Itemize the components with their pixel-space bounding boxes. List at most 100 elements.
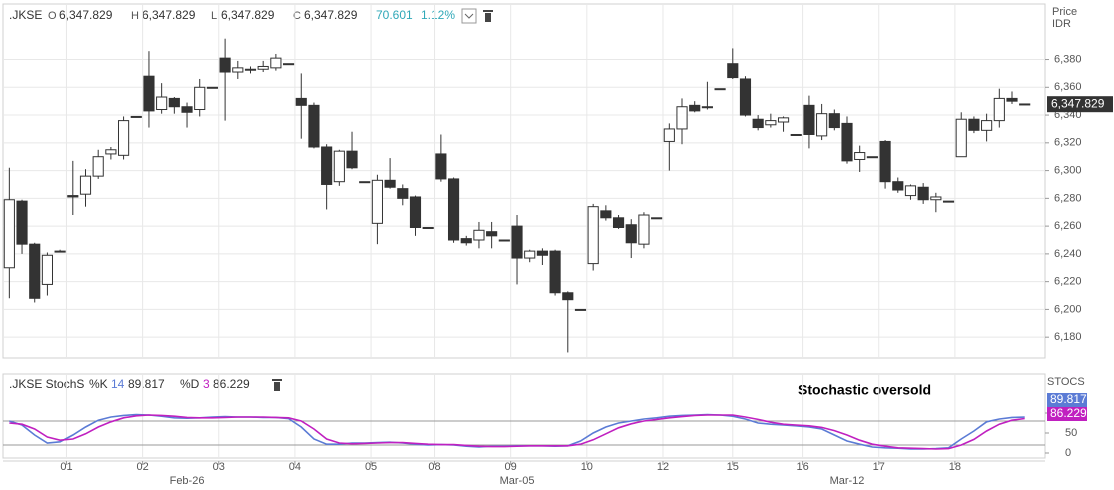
candle-body	[689, 104, 701, 112]
x-tick-label-secondary: Mar-12	[830, 475, 865, 487]
candle-body	[384, 179, 396, 188]
y-tick-label: 50	[1065, 427, 1077, 439]
candle-body	[536, 250, 548, 256]
last-price-box	[1047, 96, 1113, 113]
symbol: .JKSE	[9, 8, 42, 22]
candle-body	[232, 67, 244, 73]
candle-body	[638, 214, 650, 245]
candle-body	[562, 292, 574, 301]
candle-body	[447, 178, 460, 241]
x-tick-label-secondary: Feb-26	[170, 475, 205, 487]
x-tick-label: 03	[213, 461, 225, 473]
candle-body	[29, 243, 41, 299]
candle-body	[714, 88, 726, 91]
last-value-box	[1047, 393, 1087, 407]
x-tick-label: 15	[727, 461, 739, 473]
x-tick-label: 05	[365, 461, 377, 473]
candle-body	[930, 196, 942, 201]
y-tick-label: 6,300	[1054, 164, 1082, 176]
candle-body	[371, 179, 383, 224]
x-tick-label: 09	[505, 461, 517, 473]
candle-body	[168, 97, 180, 108]
candle-body	[879, 140, 891, 183]
stoch-panel	[2, 373, 1046, 459]
candle-body	[295, 97, 307, 106]
delete-icon[interactable]	[483, 10, 493, 22]
candle-body	[92, 156, 104, 177]
candle-body	[219, 57, 231, 73]
candle-body	[524, 250, 536, 259]
close-value: 6,347.829	[304, 8, 358, 22]
candle-body	[866, 156, 878, 159]
low-value: 6,347.829	[221, 8, 275, 22]
x-tick-label: 08	[428, 461, 440, 473]
candle-body	[181, 106, 193, 113]
d-period: 3	[203, 377, 210, 391]
stoch-line	[9, 414, 1025, 450]
candle-body	[574, 308, 587, 311]
y-tick-label: 6,360	[1054, 81, 1082, 93]
d-value: 86.229	[213, 377, 250, 391]
candle-body	[321, 146, 333, 185]
y-tick-label: 6,280	[1054, 192, 1082, 204]
candle-body	[117, 120, 130, 156]
candle-body	[244, 68, 257, 71]
x-tick-label: 12	[657, 461, 669, 473]
candle-body	[397, 188, 409, 199]
x-tick-label: 04	[289, 461, 301, 473]
open-label: O	[48, 10, 57, 22]
candle-body	[625, 224, 637, 244]
candle-body	[143, 75, 155, 112]
candle-body	[257, 65, 269, 70]
y-tick-label: 6,380	[1054, 53, 1082, 65]
k-value: 89.817	[128, 377, 165, 391]
candle-body	[194, 86, 206, 111]
candle-body	[777, 117, 790, 123]
candle-body	[16, 200, 28, 245]
candle-body	[282, 63, 295, 66]
candle-body	[308, 104, 320, 148]
collapse-button[interactable]	[461, 8, 477, 24]
candle-body	[422, 227, 434, 230]
candle-body	[993, 97, 1005, 122]
y-tick-label: 6,320	[1054, 137, 1082, 149]
candle-body	[333, 150, 345, 183]
last-value-label: 86.229	[1050, 406, 1087, 420]
y-tick-label: 0	[1065, 447, 1071, 459]
y-tick-label: 6,180	[1054, 331, 1082, 343]
candle-body	[1019, 103, 1031, 106]
candle-body	[498, 239, 510, 242]
candle-body	[701, 106, 713, 109]
axis-title: Price	[1052, 6, 1077, 18]
open-value: 6,347.829	[59, 8, 113, 22]
x-tick-label: 17	[873, 461, 885, 473]
candle-body	[587, 206, 599, 265]
last-value-box	[1047, 407, 1087, 421]
candle-body	[651, 217, 663, 220]
price-panel	[2, 3, 1046, 359]
candle-body	[105, 149, 117, 155]
candle-body	[828, 113, 840, 129]
close-label: C	[293, 10, 301, 22]
k-label: %K	[89, 377, 108, 391]
x-tick-label: 02	[136, 461, 148, 473]
delete-icon[interactable]	[272, 379, 282, 391]
y-tick-label: 6,240	[1054, 248, 1082, 260]
candle-body	[892, 181, 904, 191]
high-label: H	[131, 10, 139, 22]
candle-body	[727, 63, 739, 79]
candle-body	[270, 57, 282, 69]
candle-body	[917, 186, 929, 201]
last-price-label: 6,347.829	[1051, 96, 1105, 110]
y-tick-label: 6,200	[1054, 303, 1082, 315]
stoch-symbol: .JKSE StochS	[9, 377, 84, 391]
axis-unit: IDR	[1052, 18, 1071, 30]
candle-body	[511, 225, 523, 259]
candle-body	[460, 238, 472, 244]
candle-body	[3, 199, 15, 269]
y-tick-label: 6,220	[1054, 276, 1082, 288]
candle-body	[942, 200, 955, 203]
candle-body	[156, 96, 168, 111]
candle-body	[409, 196, 422, 229]
